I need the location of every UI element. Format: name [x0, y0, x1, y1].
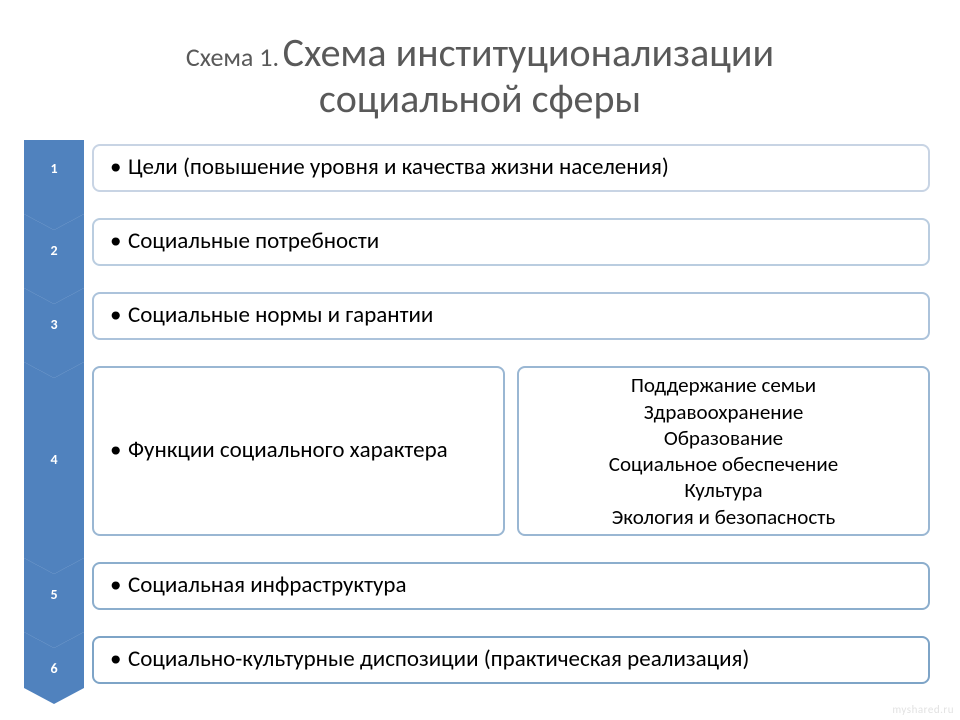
- row-content: Социальная инфраструктура: [84, 558, 936, 614]
- content-box: Социально-культурные диспозиции (практич…: [92, 636, 930, 684]
- chevron-number: 1: [24, 160, 84, 177]
- row-content: Функции социального характера Поддержание…: [84, 362, 936, 540]
- title-prefix: Схема 1.: [186, 41, 279, 73]
- bullet-text: Цели (повышение уровня и качества жизни …: [94, 154, 928, 182]
- title-main-line1: Схема институционализации: [283, 28, 775, 77]
- bullet-text: Социальные нормы и гарантии: [94, 302, 928, 330]
- chevron: 1: [24, 140, 84, 196]
- bullet-text: Социальная инфраструктура: [94, 572, 928, 600]
- chevron: 4: [24, 362, 84, 540]
- title-main-line2: социальной сферы: [319, 74, 641, 123]
- chevron: 3: [24, 288, 84, 344]
- content-box: Цели (повышение уровня и качества жизни …: [92, 144, 930, 192]
- diagram-row: 5 Социальная инфраструктура: [24, 558, 936, 614]
- page: { "title": { "prefix": "Схема 1.", "main…: [0, 0, 960, 720]
- chevron-number: 5: [24, 586, 84, 603]
- diagram-row: 2 Социальные потребности: [24, 214, 936, 270]
- sublist-item: Поддержание семьи: [525, 372, 922, 398]
- chevron: 5: [24, 558, 84, 614]
- diagram-row: 4 Функции социального характера Поддержани…: [24, 362, 936, 540]
- chevron-number: 3: [24, 316, 84, 333]
- row-content: Социальные нормы и гарантии: [84, 288, 936, 344]
- sublist-box: Поддержание семьиЗдравоохранениеОбразова…: [517, 366, 930, 536]
- bullet-text: Социально-культурные диспозиции (практич…: [94, 646, 928, 674]
- chevron: 2: [24, 214, 84, 270]
- sublist-item: Экология и безопасность: [525, 504, 922, 530]
- diagram-row: 1 Цели (повышение уровня и качества жизни…: [24, 140, 936, 196]
- content-box: Функции социального характера: [92, 366, 505, 536]
- content-box: Социальные нормы и гарантии: [92, 292, 930, 340]
- chevron-number: 4: [24, 451, 84, 468]
- bullet-text: Социальные потребности: [94, 228, 928, 256]
- chevron-number: 6: [24, 660, 84, 677]
- diagram-row: 3 Социальные нормы и гарантии: [24, 288, 936, 344]
- sublist-item: Культура: [525, 477, 922, 503]
- chevron: 6: [24, 632, 84, 688]
- row-content: Цели (повышение уровня и качества жизни …: [84, 140, 936, 196]
- sublist-item: Образование: [525, 425, 922, 451]
- sublist-item: Здравоохранение: [525, 399, 922, 425]
- sublist: Поддержание семьиЗдравоохранениеОбразова…: [519, 366, 928, 536]
- content-box: Социальные потребности: [92, 218, 930, 266]
- chevron-number: 2: [24, 242, 84, 259]
- diagram-title: Схема 1. Схема институционализации социа…: [0, 0, 960, 140]
- diagram-rows: 1 Цели (повышение уровня и качества жизни…: [0, 140, 960, 688]
- watermark: myshared.ru: [892, 703, 954, 716]
- sublist-item: Социальное обеспечение: [525, 451, 922, 477]
- row-content: Социально-культурные диспозиции (практич…: [84, 632, 936, 688]
- diagram-row: 6 Социально-культурные диспозиции (практи…: [24, 632, 936, 688]
- row-content: Социальные потребности: [84, 214, 936, 270]
- content-box: Социальная инфраструктура: [92, 562, 930, 610]
- bullet-text: Функции социального характера: [94, 437, 503, 465]
